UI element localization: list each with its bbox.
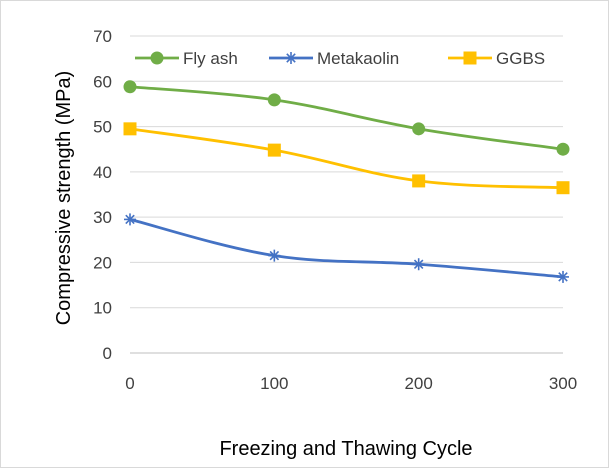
y-tick-label: 70 xyxy=(93,27,112,46)
legend-marker-fly-ash xyxy=(150,51,164,65)
legend-marker-ggbs xyxy=(463,51,477,65)
data-point-metakaolin xyxy=(124,213,136,226)
legend: Fly ash Metakaolin GGBS xyxy=(135,49,545,68)
y-tick-label: 0 xyxy=(103,344,112,363)
x-axis-ticks: 0 100 200 300 xyxy=(125,374,577,393)
x-tick-label: 100 xyxy=(260,374,288,393)
grid-lines xyxy=(130,35,563,354)
y-axis-title: Compressive strength (MPa) xyxy=(53,71,75,326)
data-point-metakaolin xyxy=(268,249,281,262)
data-point-fly-ash xyxy=(556,142,570,156)
data-point-fly-ash xyxy=(412,122,426,136)
data-point-ggbs xyxy=(412,174,426,188)
data-point-ggbs xyxy=(267,143,281,157)
data-point-fly-ash xyxy=(123,80,137,94)
legend-label-metakaolin: Metakaolin xyxy=(317,49,399,68)
data-point-ggbs xyxy=(556,181,570,195)
y-axis-ticks: 0 10 20 30 40 50 60 70 xyxy=(93,27,112,363)
legend-label-ggbs: GGBS xyxy=(496,49,545,68)
x-tick-label: 0 xyxy=(125,374,134,393)
legend-marker-metakaolin xyxy=(285,52,297,64)
x-tick-label: 300 xyxy=(549,374,577,393)
y-tick-label: 10 xyxy=(93,299,112,318)
series-lines xyxy=(123,80,570,283)
data-point-metakaolin xyxy=(412,258,425,271)
data-point-metakaolin xyxy=(557,270,569,283)
y-tick-label: 30 xyxy=(93,208,112,227)
legend-label-fly-ash: Fly ash xyxy=(183,49,238,68)
y-tick-label: 60 xyxy=(93,72,112,91)
series-line-ggbs xyxy=(128,127,565,190)
series-line-metakaolin xyxy=(128,218,565,279)
series-line-fly-ash xyxy=(128,85,565,151)
y-tick-label: 20 xyxy=(93,253,112,272)
x-axis-title: Freezing and Thawing Cycle xyxy=(219,438,472,460)
y-tick-label: 40 xyxy=(93,163,112,182)
data-point-fly-ash xyxy=(267,93,281,107)
data-point-ggbs xyxy=(123,122,137,136)
y-tick-label: 50 xyxy=(93,118,112,137)
x-tick-label: 200 xyxy=(404,374,432,393)
